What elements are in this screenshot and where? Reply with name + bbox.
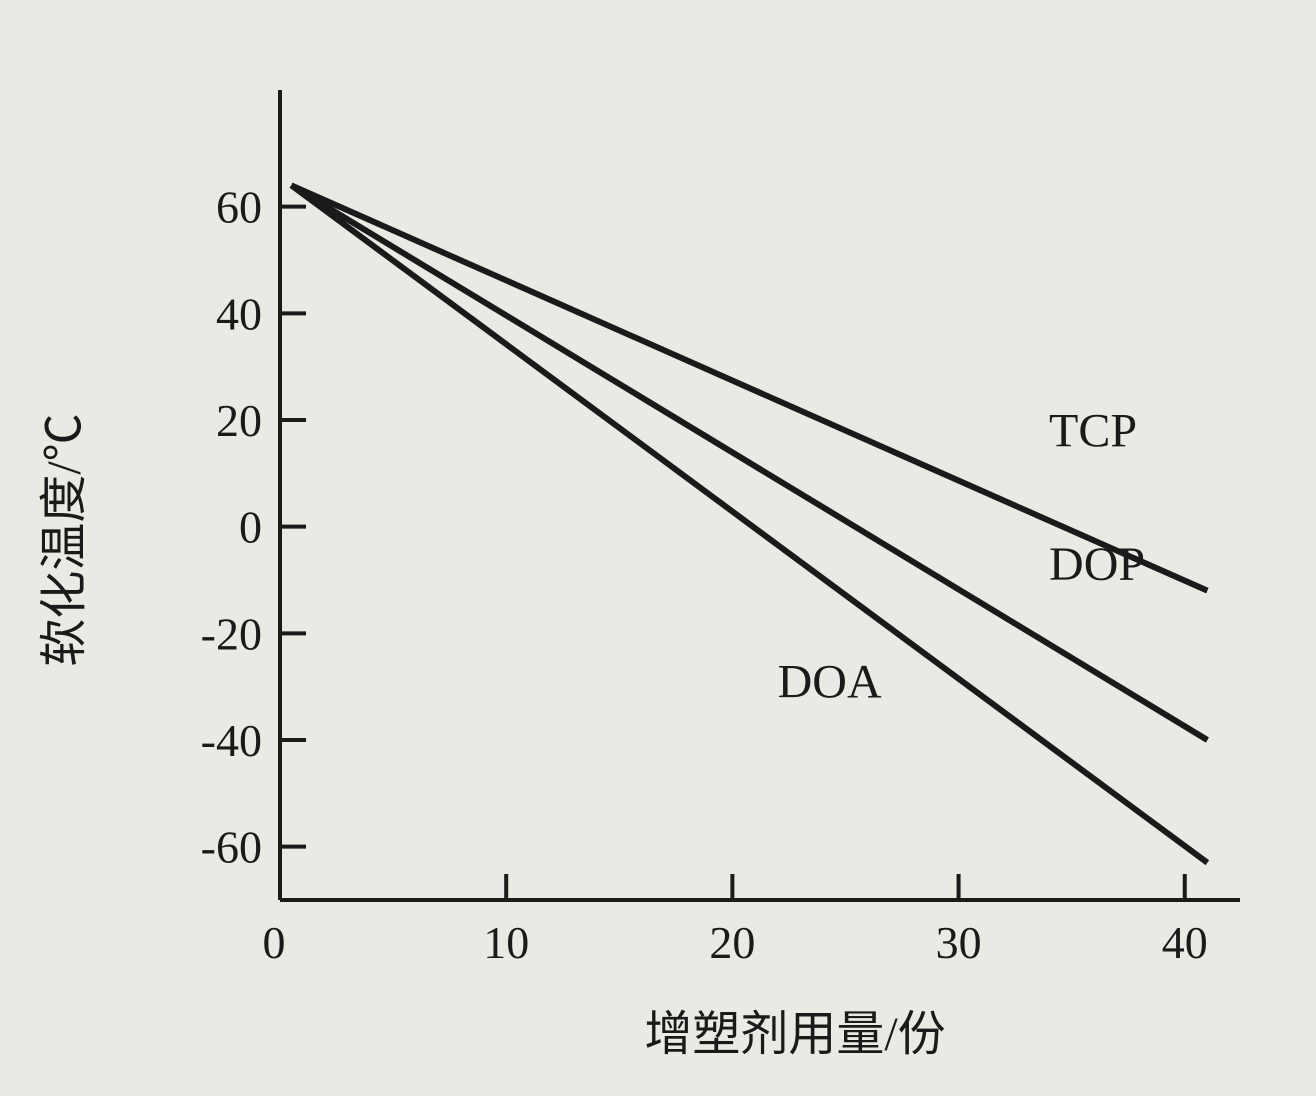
series-tcp xyxy=(291,185,1207,590)
line-chart: -60 -40 -20 0 20 40 60 0 10 20 30 40 TCP DOP DOA 增塑剂用量/… xyxy=(0,0,1316,1096)
x-axis-title: 增塑剂用量/份 xyxy=(644,1008,945,1061)
series-dop xyxy=(291,185,1207,740)
x-tick-label: 30 xyxy=(936,917,982,968)
y-tick-label: -20 xyxy=(201,608,262,659)
series-label-doa: DOA xyxy=(778,655,882,708)
x-tick-label: 10 xyxy=(483,917,529,968)
x-tick-label: 0 xyxy=(263,917,286,968)
series-label-tcp: TCP xyxy=(1049,405,1137,458)
y-tick-label: 40 xyxy=(216,288,262,339)
y-tick-label: -40 xyxy=(201,715,262,766)
x-tick-label: 20 xyxy=(709,917,755,968)
y-axis-title: 软化温度/℃ xyxy=(38,413,91,666)
y-tick-label: 0 xyxy=(239,502,262,553)
y-tick-label: 60 xyxy=(216,182,262,233)
x-tick-label: 40 xyxy=(1162,917,1208,968)
series-doa xyxy=(291,185,1207,862)
y-tick-label: -60 xyxy=(201,822,262,873)
chart-container: -60 -40 -20 0 20 40 60 0 10 20 30 40 TCP DOP DOA 增塑剂用量/… xyxy=(0,0,1316,1096)
series-label-dop: DOP xyxy=(1049,538,1145,591)
y-tick-label: 20 xyxy=(216,395,262,446)
